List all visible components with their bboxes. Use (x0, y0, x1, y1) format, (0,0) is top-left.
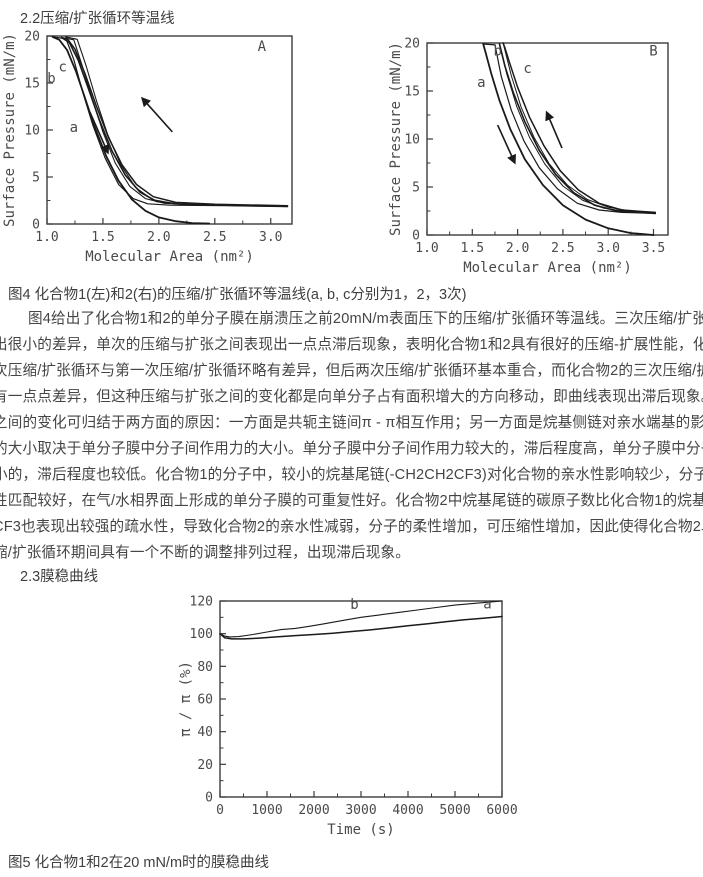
fig4A-series-cycle3-compression-c (65, 36, 289, 207)
fig4B-x-axis-title: Molecular Area (nm²) (463, 260, 632, 276)
svg-text:20: 20 (404, 37, 420, 52)
svg-text:3.5: 3.5 (642, 241, 665, 256)
fig4A-direction-arrow-2 (141, 96, 173, 133)
fig4B-series-cycle1-compression-a (482, 43, 655, 236)
paragraph-line: 性匹配较好，在气/水相界面上形成的单分子膜的可重复性好。化合物2中烷基尾链的碳原… (0, 493, 703, 509)
fig5-series-compound2-b (219, 600, 503, 638)
svg-text:3000: 3000 (345, 803, 376, 818)
paragraph: 图4给出了化合物1和2的单分子膜在崩溃压之前20mN/m表面压下的压缩/扩张循环… (0, 306, 703, 566)
svg-text:120: 120 (190, 595, 213, 610)
fig4B-direction-arrow-1 (496, 124, 516, 165)
fig4A-label-c: c (58, 60, 66, 76)
svg-text:15: 15 (404, 85, 420, 100)
svg-text:1000: 1000 (251, 803, 282, 818)
svg-text:40: 40 (197, 725, 213, 740)
paragraph-line: 图4给出了化合物1和2的单分子膜在崩溃压之前20mN/m表面压下的压缩/扩张循环… (28, 311, 703, 327)
svg-text:5: 5 (32, 171, 40, 186)
fig5-chart: 0 1000 2000 3000 4000 5000 6000 0 20 40 60 80 100 120… (178, 595, 518, 839)
fig5-x-axis-title: Time (s) (327, 822, 394, 838)
fig4B-series-cycle3-expansion-c (502, 42, 656, 213)
fig4A-series-cycle2-expansion-b (60, 36, 289, 207)
svg-text:2.0: 2.0 (506, 241, 529, 256)
svg-text:10: 10 (24, 124, 40, 139)
fig4-chart-B: 1.0 1.5 2.0 2.5 3.0 3.5 0 5 10 15 20 Molecular Area… (388, 37, 669, 276)
svg-text:3.0: 3.0 (596, 241, 619, 256)
fig4A-y-axis-title: Surface Pressure (mN/m) (2, 33, 18, 227)
svg-text:1.5: 1.5 (91, 230, 114, 245)
fig4B-plot-border (426, 42, 669, 236)
svg-text:80: 80 (197, 660, 213, 675)
svg-text:0: 0 (216, 803, 224, 818)
svg-text:4000: 4000 (392, 803, 423, 818)
svg-text:1.0: 1.0 (35, 230, 58, 245)
fig5-series-compound1-a (219, 615, 503, 640)
paragraph-line: 次压缩/扩张循环与第一次压缩/扩张循环略有差异，但后两次压缩/扩张循环基本重合，… (0, 363, 703, 379)
fig4B-label-a: a (477, 75, 485, 91)
paragraph-line: 之间的变化可归结于两方面的原因：一方面是共轭主链间π - π相互作用；另一方面是… (0, 415, 703, 431)
paragraph-line: 缩/扩张循环期间具有一个不断的调整排列过程，出现滞后现象。 (0, 545, 411, 561)
fig4A-series-cycle3-expansion-c (65, 36, 289, 208)
paragraph-line: 的大小取决于单分子膜中分子间作用力的大小。单分子膜中分子间作用力较大的，滞后程度… (0, 441, 703, 457)
paragraph-line: CF3也表现出较强的疏水性，导致化合物2的亲水性减弱，分子的柔性增加，可压缩性增… (0, 519, 703, 535)
fig4A-label-a: a (70, 120, 78, 136)
fig5-caption: 图5 化合物1和2在20 mN/m时的膜稳曲线 (8, 855, 270, 871)
svg-text:6000: 6000 (486, 803, 517, 818)
fig4B-label-c: c (523, 61, 531, 77)
paragraph-line: 小的，滞后程度也较低。化合物1的分子中，较小的烷基尾链(-CH2CH2CF3)对… (0, 467, 703, 483)
svg-text:20: 20 (24, 30, 40, 45)
fig4A-label-A: A (258, 39, 267, 55)
svg-text:1.0: 1.0 (415, 241, 438, 256)
fig4A-plot-border (46, 35, 293, 225)
svg-text:5000: 5000 (439, 803, 470, 818)
svg-text:2.5: 2.5 (203, 230, 226, 245)
svg-text:60: 60 (197, 693, 213, 708)
svg-text:2000: 2000 (298, 803, 329, 818)
fig4A-series-cycle2-compression-b (60, 36, 289, 207)
svg-text:2.0: 2.0 (147, 230, 170, 245)
fig4B-y-axis-title: Surface Pressure (mN/m) (388, 42, 404, 236)
svg-text:2.5: 2.5 (551, 241, 574, 256)
fig4B-series-cycle3-compression-c (502, 42, 657, 214)
svg-text:0: 0 (205, 791, 213, 806)
svg-text:10: 10 (404, 133, 420, 148)
fig4-caption: 图4 化合物1(左)和2(右)的压缩/扩张循环等温线(a, b, c分别为1，2… (8, 287, 467, 303)
svg-text:0: 0 (412, 229, 420, 244)
svg-text:3.0: 3.0 (259, 230, 282, 245)
svg-text:15: 15 (24, 77, 40, 92)
paragraph-line: 出很小的差异，单次的压缩与扩张之间表现出一点点滞后现象，表明化合物1和2具有很好… (0, 337, 703, 353)
fig4A-label-b: b (47, 71, 55, 87)
fig4B-series-cycle1-expansion-a (482, 43, 656, 214)
svg-text:5: 5 (412, 181, 420, 196)
fig4-chart-A: 1.0 1.5 2.0 2.5 3.0 0 5 10 15 20 Molecular Area (n… (2, 30, 293, 265)
fig4B-label-b: b (493, 43, 501, 59)
fig4A-direction-arrow-1 (89, 111, 110, 155)
paragraph-line: 有一点点差异，但这种压缩与扩张之间的变化都是向单分子占有面积增大的方向移动，即曲… (0, 389, 703, 405)
fig4A-series-cycle1-expansion-a (51, 36, 289, 208)
fig4A-series-cycle1-compression-a (51, 35, 211, 225)
fig5-label-b: b (350, 597, 358, 613)
section-2-3-heading: 2.3膜稳曲线 (20, 569, 99, 585)
fig4B-label-B: B (649, 43, 657, 59)
fig4B-series-cycle2-expansion-b (499, 43, 656, 214)
fig4A-x-axis-title: Molecular Area (nm²) (85, 249, 254, 265)
fig4B-direction-arrow-2 (545, 110, 563, 149)
fig5-label-a: a (483, 596, 491, 612)
svg-text:0: 0 (32, 218, 40, 233)
fig5-y-axis-title: π / π (%) (178, 661, 194, 737)
section-2-2-heading: 2.2压缩/扩张循环等温线 (20, 11, 175, 27)
svg-text:20: 20 (197, 758, 213, 773)
svg-text:1.5: 1.5 (461, 241, 484, 256)
svg-text:100: 100 (190, 627, 213, 642)
